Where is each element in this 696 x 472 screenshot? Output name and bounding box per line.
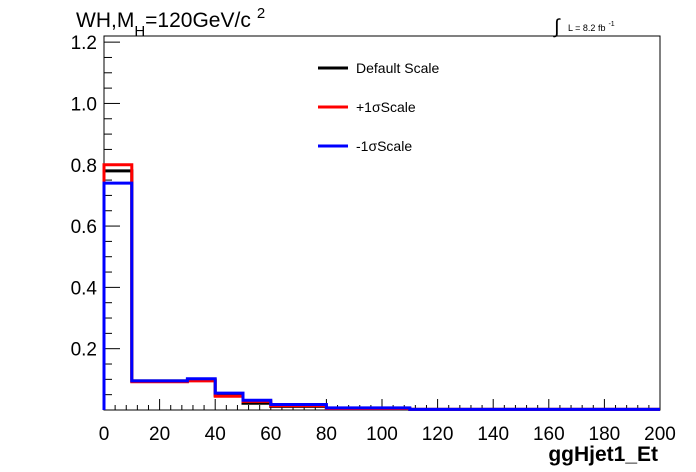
x-tick-labels: 0 20 40 60 80 100 120 140 160 180 200 bbox=[99, 424, 676, 445]
y-tick-label: 0.4 bbox=[71, 278, 98, 299]
y-tick-labels: 0.2 0.4 0.6 0.8 1.0 1.2 bbox=[71, 33, 98, 361]
y-tick-label: 1.2 bbox=[71, 33, 97, 54]
x-tick-label: 40 bbox=[205, 424, 226, 445]
y-tick-label: 0.6 bbox=[71, 217, 97, 238]
plot-frame bbox=[103, 35, 661, 411]
legend-label-0: Default Scale bbox=[356, 60, 439, 76]
axis-ticks bbox=[103, 41, 661, 411]
y-tick-label: 0.8 bbox=[71, 156, 97, 177]
title-main: WH,M bbox=[76, 9, 134, 32]
y-tick-label: 1.0 bbox=[71, 94, 97, 115]
title-superscript: 2 bbox=[257, 5, 265, 22]
series-lines bbox=[102, 163, 660, 411]
x-tick-label: 60 bbox=[260, 424, 281, 445]
x-tick-label: 0 bbox=[99, 424, 110, 445]
x-tick-label: 140 bbox=[477, 424, 509, 445]
x-tick-label: 200 bbox=[644, 424, 676, 445]
title-subscript: H bbox=[134, 23, 145, 40]
x-tick-label: 80 bbox=[316, 424, 337, 445]
series-line-0 bbox=[102, 169, 660, 411]
series-line-2 bbox=[102, 181, 660, 411]
lumi-superscript: -1 bbox=[608, 21, 614, 28]
lumi-integral: ∫ bbox=[553, 16, 561, 38]
x-tick-label: 180 bbox=[589, 424, 621, 445]
chart-title: WH,MH=120GeV/c 2 bbox=[76, 5, 265, 40]
y-tick-label: 0.2 bbox=[71, 340, 97, 361]
x-tick-label: 160 bbox=[533, 424, 565, 445]
x-tick-label: 100 bbox=[366, 424, 398, 445]
legend-label-2: -1σScale bbox=[356, 138, 412, 154]
x-tick-label: 20 bbox=[149, 424, 170, 445]
title-rest: =120GeV/c bbox=[145, 9, 251, 32]
legend-label-1: +1σScale bbox=[356, 99, 416, 115]
lumi-label: L = 8.2 fb -1 bbox=[568, 21, 615, 33]
legend: Default Scale +1σScale -1σScale bbox=[318, 60, 439, 154]
lumi-text: L = 8.2 fb bbox=[568, 23, 605, 33]
x-tick-label: 120 bbox=[422, 424, 454, 445]
series-line-1 bbox=[102, 163, 660, 411]
x-axis-label: ggHjet1_Et bbox=[548, 443, 658, 466]
